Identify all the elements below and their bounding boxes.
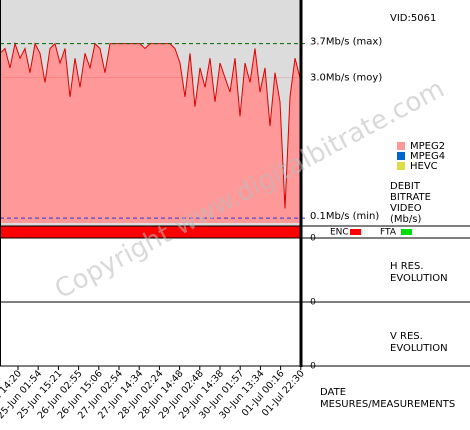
flag-label: ENC <box>330 228 349 238</box>
legend-label: MPEG2 <box>410 141 445 152</box>
panel-tick-label: 0 <box>310 234 316 244</box>
y-axis-label: VIDEO <box>390 203 422 214</box>
mean-label: 3.0Mb/s (moy) <box>310 73 382 84</box>
legend-label: HEVC <box>410 161 438 172</box>
panel-label: EVOLUTION <box>390 343 448 354</box>
enc-bar <box>0 226 300 238</box>
flag-label: FTA <box>380 228 397 238</box>
panel-tick-label: 0 <box>310 362 316 372</box>
panel-label: EVOLUTION <box>390 273 448 284</box>
flag-swatch <box>350 229 361 235</box>
panel-label: H RES. <box>390 261 424 272</box>
legend-label: MPEG4 <box>410 151 445 162</box>
y-axis-label: BITRATE <box>390 192 431 203</box>
legend-swatch <box>397 162 405 170</box>
bitrate-area <box>0 43 300 224</box>
legend-swatch <box>397 152 405 160</box>
legend-swatch <box>397 142 405 150</box>
x-axis-label: MESURES/MEASUREMENTS <box>320 399 455 410</box>
panel-label: V RES. <box>390 331 423 342</box>
vid: VID:5061 <box>390 13 436 24</box>
min-label: 0.1Mb/s (min) <box>310 211 379 222</box>
y-axis-label: DEBIT <box>390 181 421 192</box>
panel-tick-label: 0 <box>310 298 316 308</box>
flag-swatch <box>401 229 412 235</box>
max-label: 3.7Mb/s (max) <box>310 37 382 48</box>
x-axis-label: DATE <box>320 387 346 398</box>
y-axis-label: (Mb/s) <box>390 214 421 225</box>
